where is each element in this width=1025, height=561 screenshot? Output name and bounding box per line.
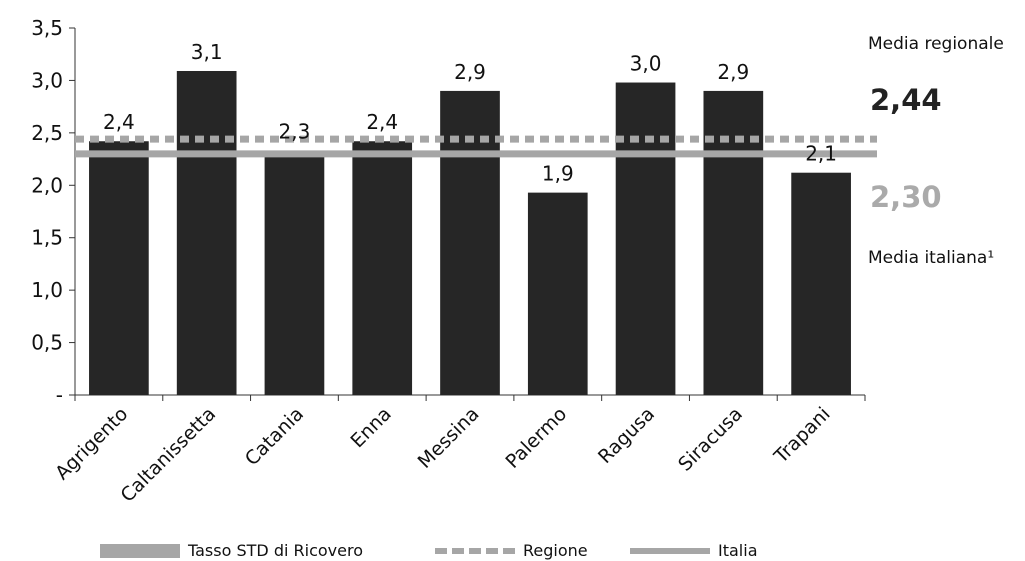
data-label: 2,1 [805, 142, 837, 166]
legend-swatch-dashed [435, 547, 515, 554]
y-tick-label: 2,5 [31, 121, 63, 145]
x-tick-label: Catania [241, 403, 308, 470]
y-tick-label: 2,0 [31, 173, 63, 197]
bar [615, 82, 676, 396]
x-tick-label: Ragusa [594, 403, 659, 468]
legend-label-tasso: Tasso STD di Ricovero [188, 541, 363, 560]
y-tick-label: - [56, 383, 63, 407]
bar [791, 172, 851, 395]
chart-legend: Tasso STD di Ricovero Regione Italia [100, 540, 1000, 561]
y-tick-label: 3,5 [31, 16, 63, 40]
legend-swatch-line [630, 547, 710, 554]
x-tick-label: Siracusa [674, 403, 747, 476]
bar-chart: - 0,5 1,0 1,5 2,0 2,5 3,0 3,5 2,4 3,1 2,3 2,4 2,9 1,9… [31, 16, 877, 507]
legend-item-italia: Italia [630, 540, 758, 561]
bar [352, 141, 413, 395]
data-label: 2,4 [366, 110, 398, 134]
regional-average-value: 2,44 [870, 83, 942, 117]
data-label: 1,9 [542, 162, 574, 186]
x-tick-label: Trapani [769, 403, 834, 468]
regional-average-label: Media regionale [868, 34, 1004, 54]
bar [176, 70, 237, 396]
data-label: 2,9 [454, 60, 486, 84]
data-label: 3,1 [191, 40, 223, 64]
legend-label-regione: Regione [523, 541, 588, 560]
data-label: 2,9 [717, 60, 749, 84]
italian-average-value: 2,30 [870, 180, 942, 214]
y-tick-label: 0,5 [31, 331, 63, 355]
legend-item-tasso: Tasso STD di Ricovero [100, 540, 363, 561]
x-tick-label: Palermo [501, 403, 571, 473]
x-tick-label: Enna [346, 403, 395, 452]
italian-average-label: Media italiana¹ [868, 248, 995, 268]
y-tick-label: 1,0 [31, 278, 63, 302]
data-label: 2,3 [279, 120, 311, 144]
bar [264, 150, 325, 395]
legend-swatch-bar [100, 543, 180, 558]
bar [89, 141, 149, 395]
y-tick-label: 3,0 [31, 68, 63, 92]
bar [527, 192, 588, 395]
data-label: 3,0 [630, 52, 662, 76]
data-label: 2,4 [103, 110, 135, 134]
x-tick-label: Agrigento [51, 403, 132, 484]
legend-item-regione: Regione [435, 540, 588, 561]
y-tick-label: 1,5 [31, 226, 63, 250]
legend-label-italia: Italia [718, 541, 758, 560]
x-tick-label: Messina [414, 403, 484, 473]
